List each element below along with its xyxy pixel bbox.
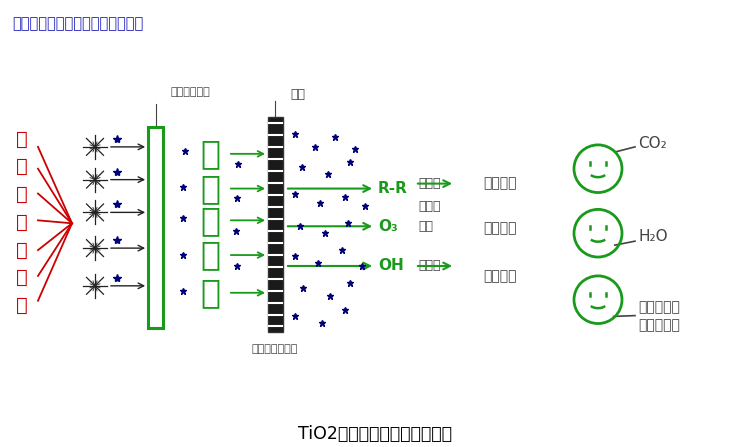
Text: 杀菌消毒: 杀菌消毒 bbox=[483, 269, 517, 283]
Text: 羟基: 羟基 bbox=[418, 220, 433, 233]
Text: 机: 机 bbox=[16, 157, 28, 176]
Text: 废: 废 bbox=[16, 268, 28, 287]
Text: 气: 气 bbox=[16, 296, 28, 315]
Text: 高: 高 bbox=[200, 137, 220, 170]
Text: 无害化合物: 无害化合物 bbox=[638, 319, 680, 333]
Text: 纳米级二氧化钛: 纳米级二氧化钛 bbox=[252, 344, 298, 354]
Text: O₃: O₃ bbox=[378, 219, 398, 234]
Text: R-R: R-R bbox=[378, 181, 408, 196]
Text: 恶: 恶 bbox=[16, 213, 28, 232]
Text: 高能紫外灯管: 高能紫外灯管 bbox=[170, 87, 210, 97]
Bar bbox=[148, 127, 163, 328]
Text: H₂O: H₂O bbox=[638, 229, 668, 244]
Text: 低分子无臭: 低分子无臭 bbox=[638, 301, 680, 315]
Text: 游离氧: 游离氧 bbox=[418, 200, 440, 213]
Text: 水汽: 水汽 bbox=[290, 88, 305, 101]
Text: 分解有机: 分解有机 bbox=[483, 177, 517, 190]
Text: 恶臭气体: 恶臭气体 bbox=[483, 221, 517, 235]
Text: 能: 能 bbox=[200, 172, 220, 205]
Text: OH: OH bbox=[378, 258, 404, 274]
Text: 或: 或 bbox=[16, 185, 28, 204]
Text: 外: 外 bbox=[200, 239, 220, 272]
Text: 紫: 紫 bbox=[200, 204, 220, 237]
Text: 自由基: 自由基 bbox=[418, 259, 440, 273]
Text: TiO2光解催化氧化工艺原理图: TiO2光解催化氧化工艺原理图 bbox=[298, 425, 452, 443]
Text: 键断裂: 键断裂 bbox=[418, 177, 440, 190]
Text: CO₂: CO₂ bbox=[638, 136, 667, 152]
Text: 线: 线 bbox=[200, 276, 220, 309]
Text: 臭: 臭 bbox=[16, 240, 28, 260]
Bar bbox=[268, 117, 283, 333]
Text: 以下为光氧催化的分解反应示意图: 以下为光氧催化的分解反应示意图 bbox=[12, 16, 143, 31]
Text: 有: 有 bbox=[16, 130, 28, 148]
